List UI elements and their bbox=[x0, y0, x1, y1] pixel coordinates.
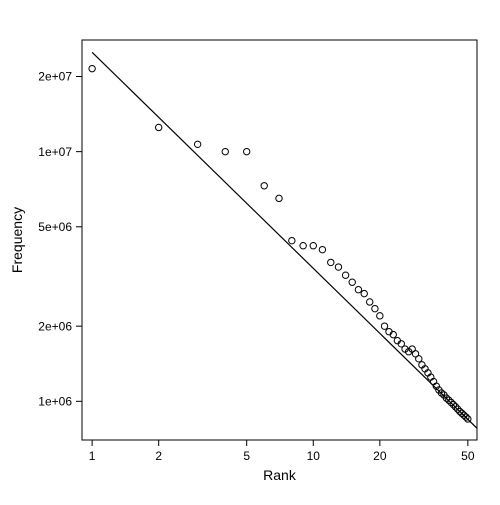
y-axis-label: Frequency bbox=[9, 207, 25, 273]
scatter-chart: 1 2 5 10 20 50 1e+06 2e+06 5e+06 1e+07 2e+07 Rank Fr… bbox=[0, 0, 500, 500]
data-point bbox=[222, 148, 228, 154]
data-point bbox=[335, 264, 341, 270]
chart-container: 1 2 5 10 20 50 1e+06 2e+06 5e+06 1e+07 2e+07 Rank Fr… bbox=[0, 0, 500, 500]
data-point bbox=[261, 183, 267, 189]
x-tick-label: 10 bbox=[307, 449, 321, 463]
data-point bbox=[381, 323, 387, 329]
y-tick-label: 2e+06 bbox=[38, 319, 72, 333]
x-tick-label: 1 bbox=[89, 449, 96, 463]
y-tick-label: 5e+06 bbox=[38, 220, 72, 234]
data-point bbox=[310, 243, 316, 249]
data-point bbox=[355, 286, 361, 292]
y-tick-label: 1e+06 bbox=[38, 395, 72, 409]
data-point bbox=[349, 279, 355, 285]
x-axis-label: Rank bbox=[263, 467, 297, 483]
data-point bbox=[367, 299, 373, 305]
data-point bbox=[361, 290, 367, 296]
fit-line bbox=[92, 52, 477, 428]
data-point bbox=[194, 141, 200, 147]
x-tick-label: 5 bbox=[243, 449, 250, 463]
x-tick-label: 50 bbox=[461, 449, 475, 463]
data-point bbox=[319, 246, 325, 252]
data-point bbox=[342, 272, 348, 278]
data-point bbox=[289, 237, 295, 243]
data-point bbox=[155, 124, 161, 130]
data-point bbox=[328, 259, 334, 265]
data-point bbox=[300, 243, 306, 249]
data-layer bbox=[89, 52, 477, 428]
x-tick-label: 2 bbox=[155, 449, 162, 463]
data-point bbox=[89, 65, 95, 71]
data-point bbox=[243, 148, 249, 154]
data-point bbox=[276, 195, 282, 201]
y-tick-label: 1e+07 bbox=[38, 145, 72, 159]
data-point bbox=[372, 305, 378, 311]
data-point bbox=[377, 313, 383, 319]
y-tick-label: 2e+07 bbox=[38, 70, 72, 84]
data-point bbox=[416, 356, 422, 362]
x-tick-label: 20 bbox=[373, 449, 387, 463]
